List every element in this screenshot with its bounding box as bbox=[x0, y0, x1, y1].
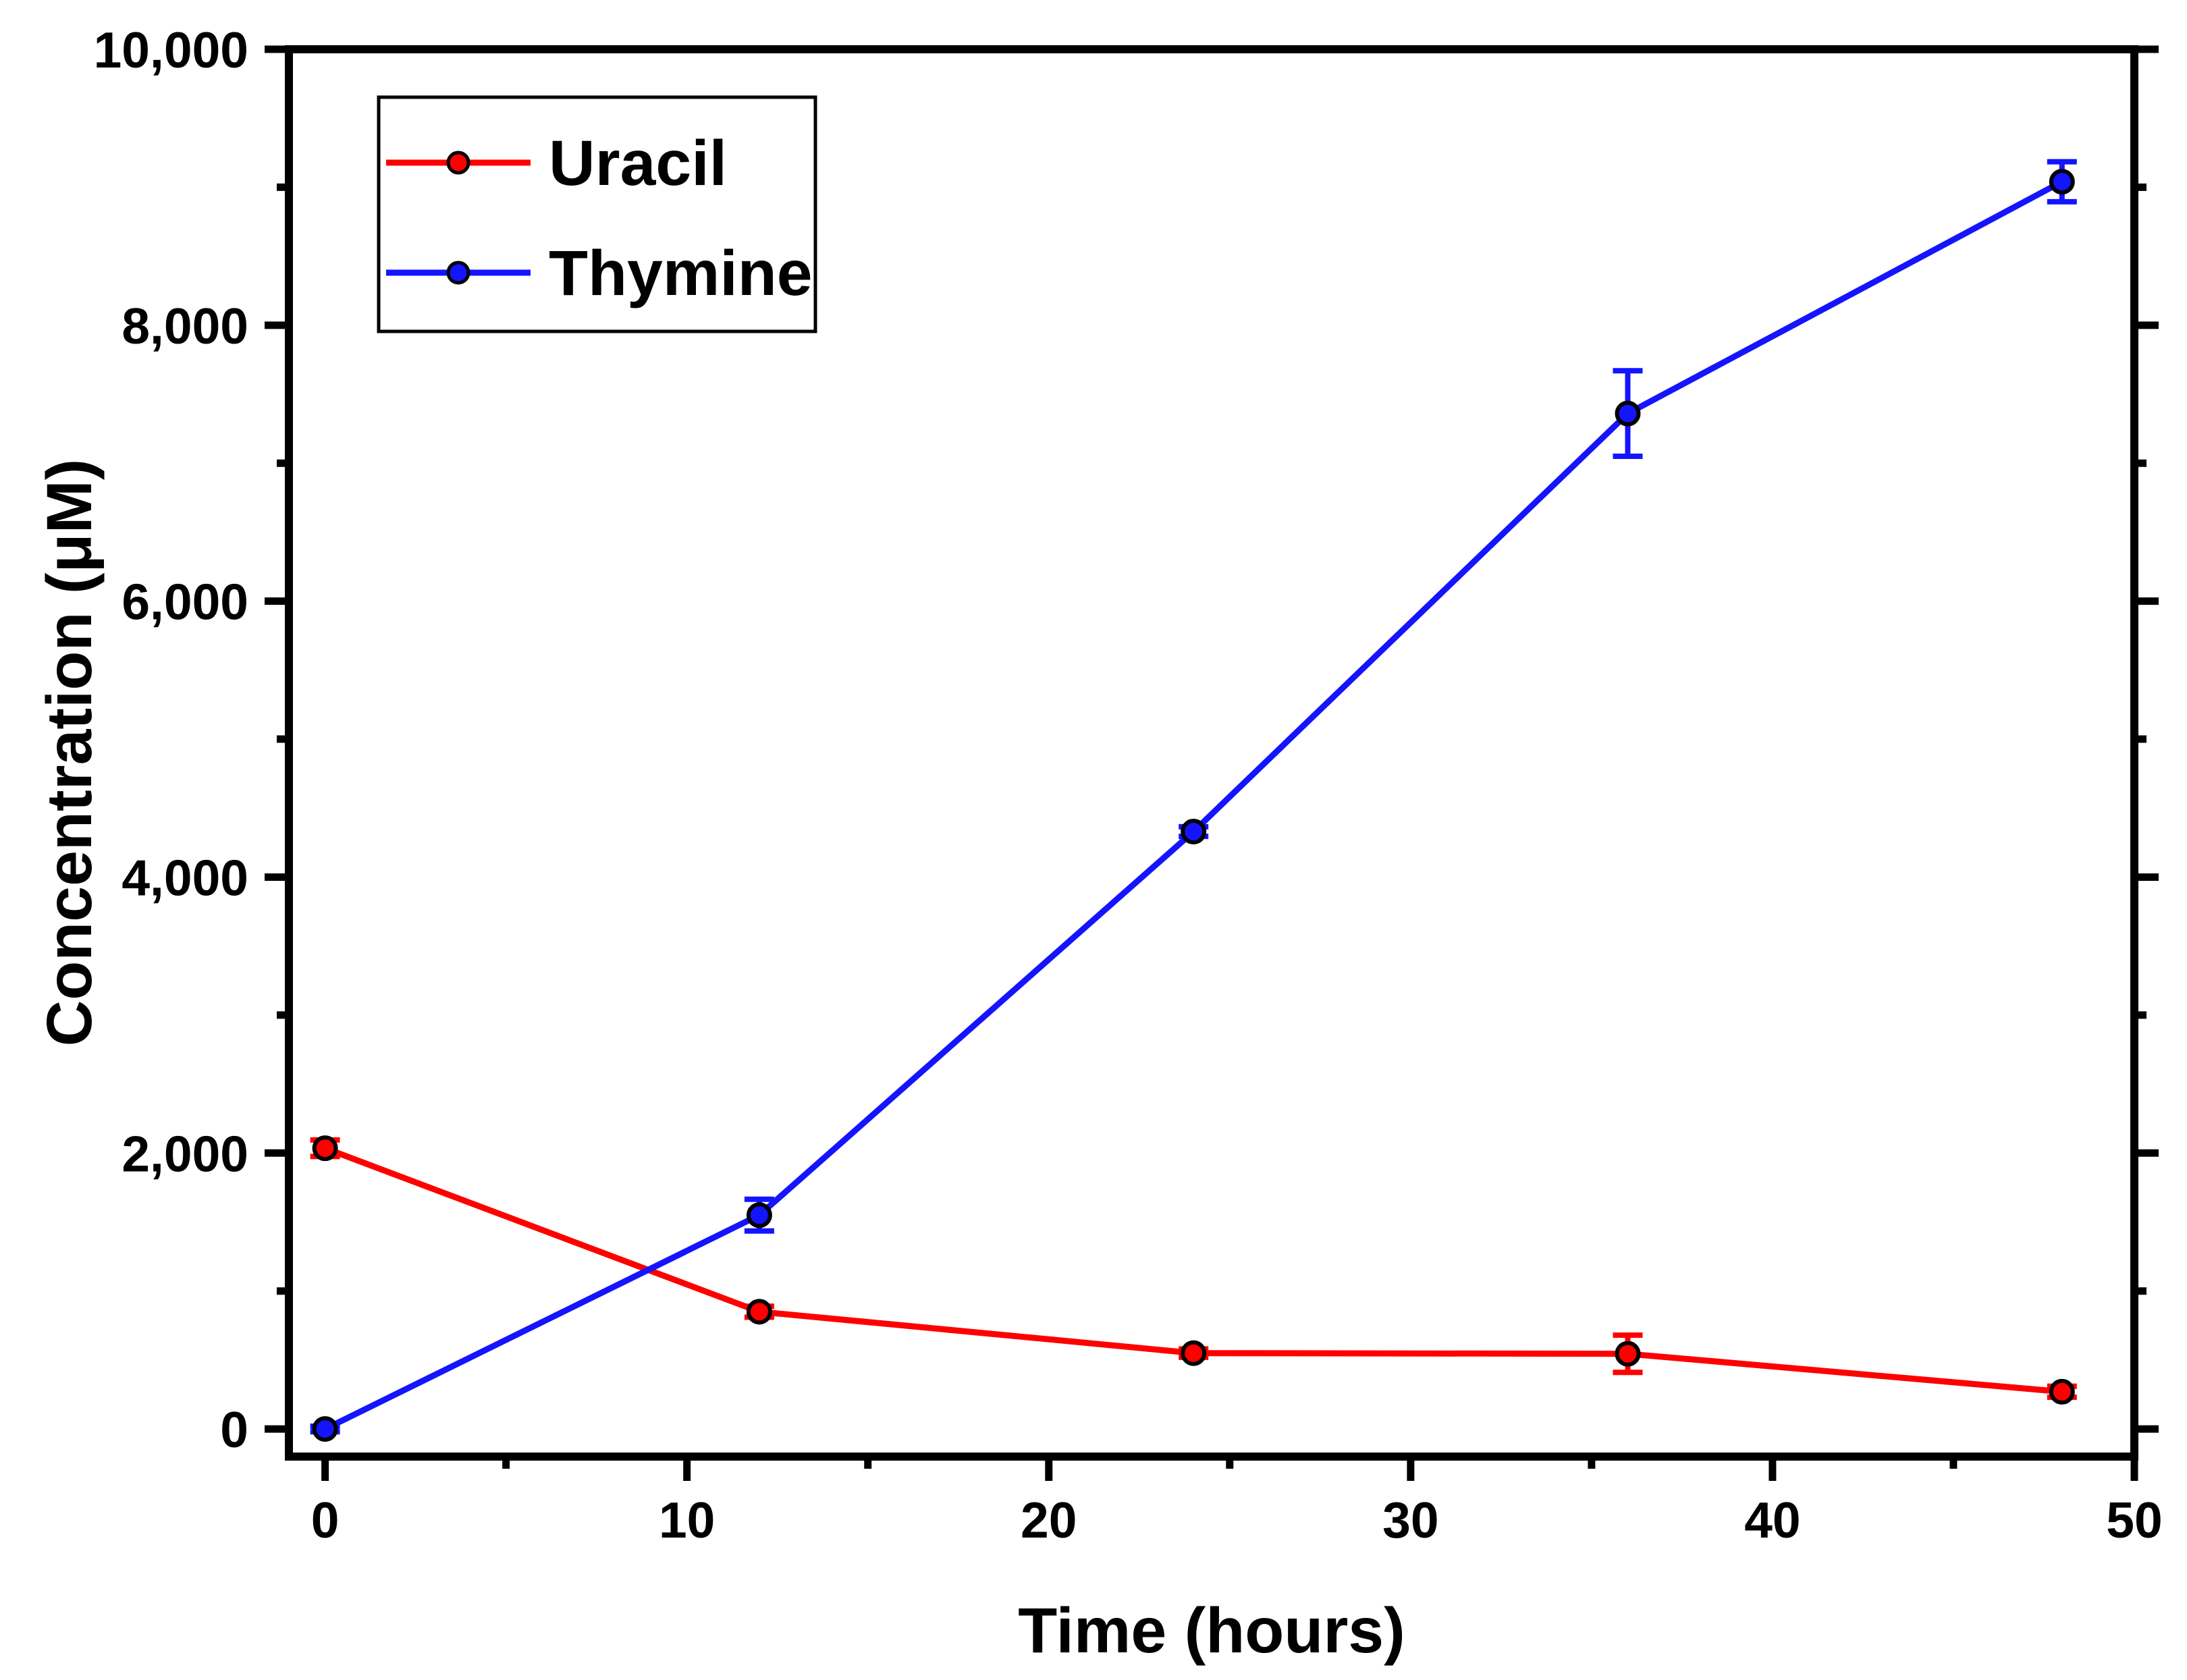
x-tick-label: 20 bbox=[1021, 1492, 1077, 1548]
x-axis-title: Time (hours) bbox=[1018, 1595, 1405, 1667]
y-tick-label: 0 bbox=[220, 1401, 248, 1458]
legend-marker-thymine bbox=[446, 261, 470, 285]
axis-tick-labels: 0 10 20 30 40 50 0 2,000 4,000 6,000 8,000 10,000 bbox=[94, 22, 2163, 1548]
y-tick-label: 8,000 bbox=[122, 298, 248, 354]
x-tick-label: 50 bbox=[2106, 1492, 2162, 1548]
y-axis-title: Concentration (μM) bbox=[34, 459, 105, 1047]
x-tick-label: 10 bbox=[659, 1492, 715, 1548]
legend-label-thymine: Thymine bbox=[549, 238, 813, 309]
data-point-thymine bbox=[746, 1202, 772, 1228]
data-series bbox=[310, 159, 2077, 1442]
legend-label-uracil: Uracil bbox=[549, 128, 727, 199]
legend-entry-uracil: Uracil bbox=[386, 128, 727, 199]
y-tick-label: 2,000 bbox=[122, 1125, 248, 1182]
axis-ticks bbox=[265, 45, 2159, 1481]
series-thymine bbox=[310, 159, 2077, 1442]
legend-marker-uracil bbox=[446, 151, 470, 175]
data-point-uracil bbox=[312, 1135, 338, 1162]
series-uracil bbox=[310, 1135, 2077, 1405]
series-line-thymine bbox=[323, 179, 2063, 1432]
y-tick-label: 6,000 bbox=[122, 574, 248, 630]
data-point-uracil bbox=[746, 1299, 772, 1325]
plot-frame bbox=[285, 45, 2138, 1461]
x-tick-label: 40 bbox=[1744, 1492, 1800, 1548]
x-tick-label: 30 bbox=[1382, 1492, 1438, 1548]
data-point-uracil bbox=[1615, 1340, 1641, 1367]
data-point-thymine bbox=[1181, 819, 1207, 845]
y-tick-label: 4,000 bbox=[122, 849, 248, 906]
legend-entry-thymine: Thymine bbox=[386, 238, 813, 309]
x-tick-label: 0 bbox=[311, 1492, 340, 1548]
data-point-thymine bbox=[2049, 169, 2075, 195]
data-point-uracil bbox=[1181, 1340, 1207, 1366]
legend-box bbox=[377, 95, 817, 333]
data-point-uracil bbox=[2049, 1378, 2075, 1405]
y-tick-label: 10,000 bbox=[94, 22, 248, 78]
legend: Uracil Thymine bbox=[377, 95, 817, 333]
data-point-thymine bbox=[1615, 400, 1641, 427]
data-point-thymine bbox=[312, 1416, 338, 1442]
